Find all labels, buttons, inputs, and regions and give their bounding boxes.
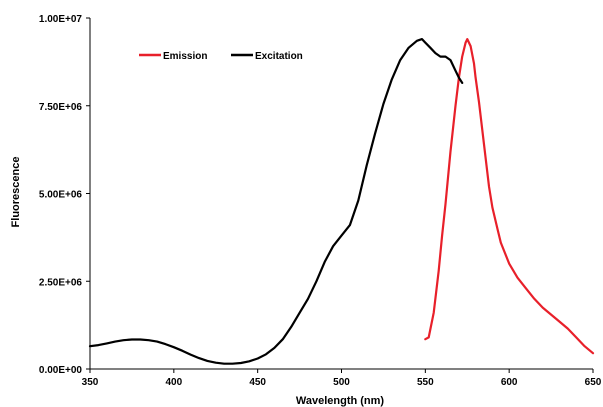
y-tick-label: 2.50E+06	[39, 277, 83, 288]
x-tick-label: 550	[417, 377, 434, 388]
y-tick-label: 0.00E+00	[39, 365, 83, 376]
y-tick-label: 7.50E+06	[39, 102, 83, 113]
x-tick-label: 450	[249, 377, 266, 388]
emission-series-line	[424, 38, 595, 355]
x-tick-label: 650	[585, 377, 602, 388]
y-axis-ticks: 0.00E+00 2.50E+06 5.00E+06 7.50E+06 1.00E+07	[39, 14, 90, 376]
y-tick-label: 1.00E+07	[39, 14, 83, 25]
x-tick-label: 600	[501, 377, 518, 388]
legend-label-excitation: Excitation	[255, 51, 303, 62]
x-tick-label: 400	[165, 377, 182, 388]
legend-label-emission: Emission	[163, 51, 207, 62]
legend: Emission Excitation	[139, 51, 303, 62]
excitation-series-line	[88, 38, 464, 365]
x-tick-label: 500	[333, 377, 350, 388]
x-axis-title: Wavelength (nm)	[296, 395, 385, 407]
y-tick-label: 5.00E+06	[39, 190, 83, 201]
series-layer	[88, 38, 595, 365]
x-tick-label: 350	[82, 377, 99, 388]
x-axis-ticks: 350 400 450 500 550 600 650	[82, 369, 602, 388]
plot-area: 350 400 450 500 550 600 650 0.00E+00 2.50E+06 5.…	[39, 14, 602, 388]
y-axis-title: Fluorescence	[10, 157, 22, 228]
